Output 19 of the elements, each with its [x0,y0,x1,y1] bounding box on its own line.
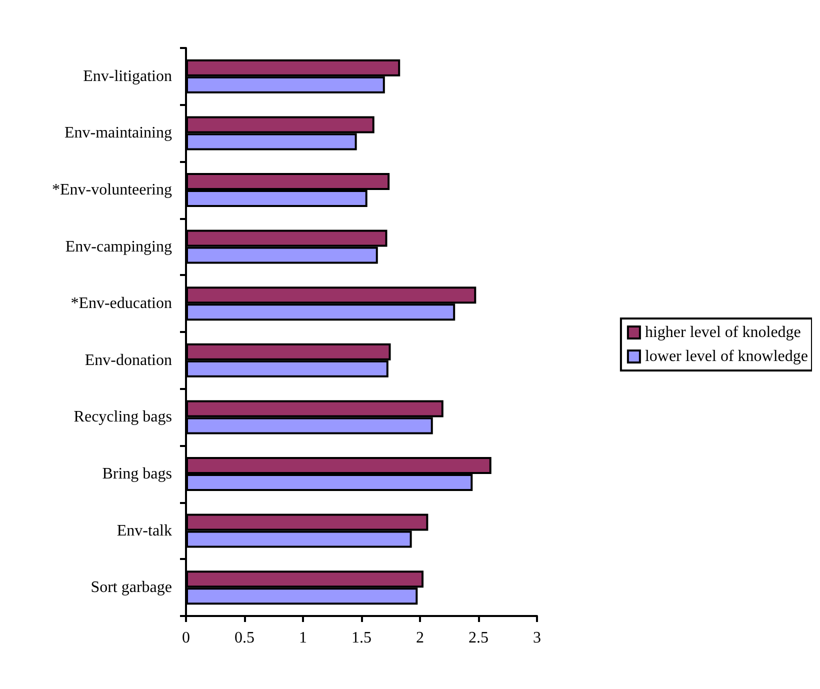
y-tick-label: Sort garbage [90,579,172,596]
x-tick-label: 1 [299,630,307,646]
x-tick-label: 1.5 [352,630,372,646]
y-tick-label: Env-campinging [65,238,172,256]
y-tick-label: Bring bags [102,466,172,482]
x-tick-label: 3 [533,630,541,646]
y-tick-label: Env-maintaining [64,124,172,142]
x-tick-label: 0 [182,630,190,646]
y-tick-label: Env-donation [84,352,172,369]
legend-label: lower level of knowledge [644,348,808,365]
y-tick-label: Env-litigation [83,68,172,85]
x-tick-label: 2.5 [468,630,488,646]
y-tick-label: *Env-education [70,295,172,312]
y-tick-label: Env-talk [116,522,172,540]
legend-label: higher level of knoledge [644,324,801,341]
x-tick-label: 0.5 [234,630,254,646]
y-tick-label: Recycling bags [74,408,172,426]
y-tick-label: *Env-volunteering [52,182,172,198]
x-tick-label: 2 [416,630,424,646]
